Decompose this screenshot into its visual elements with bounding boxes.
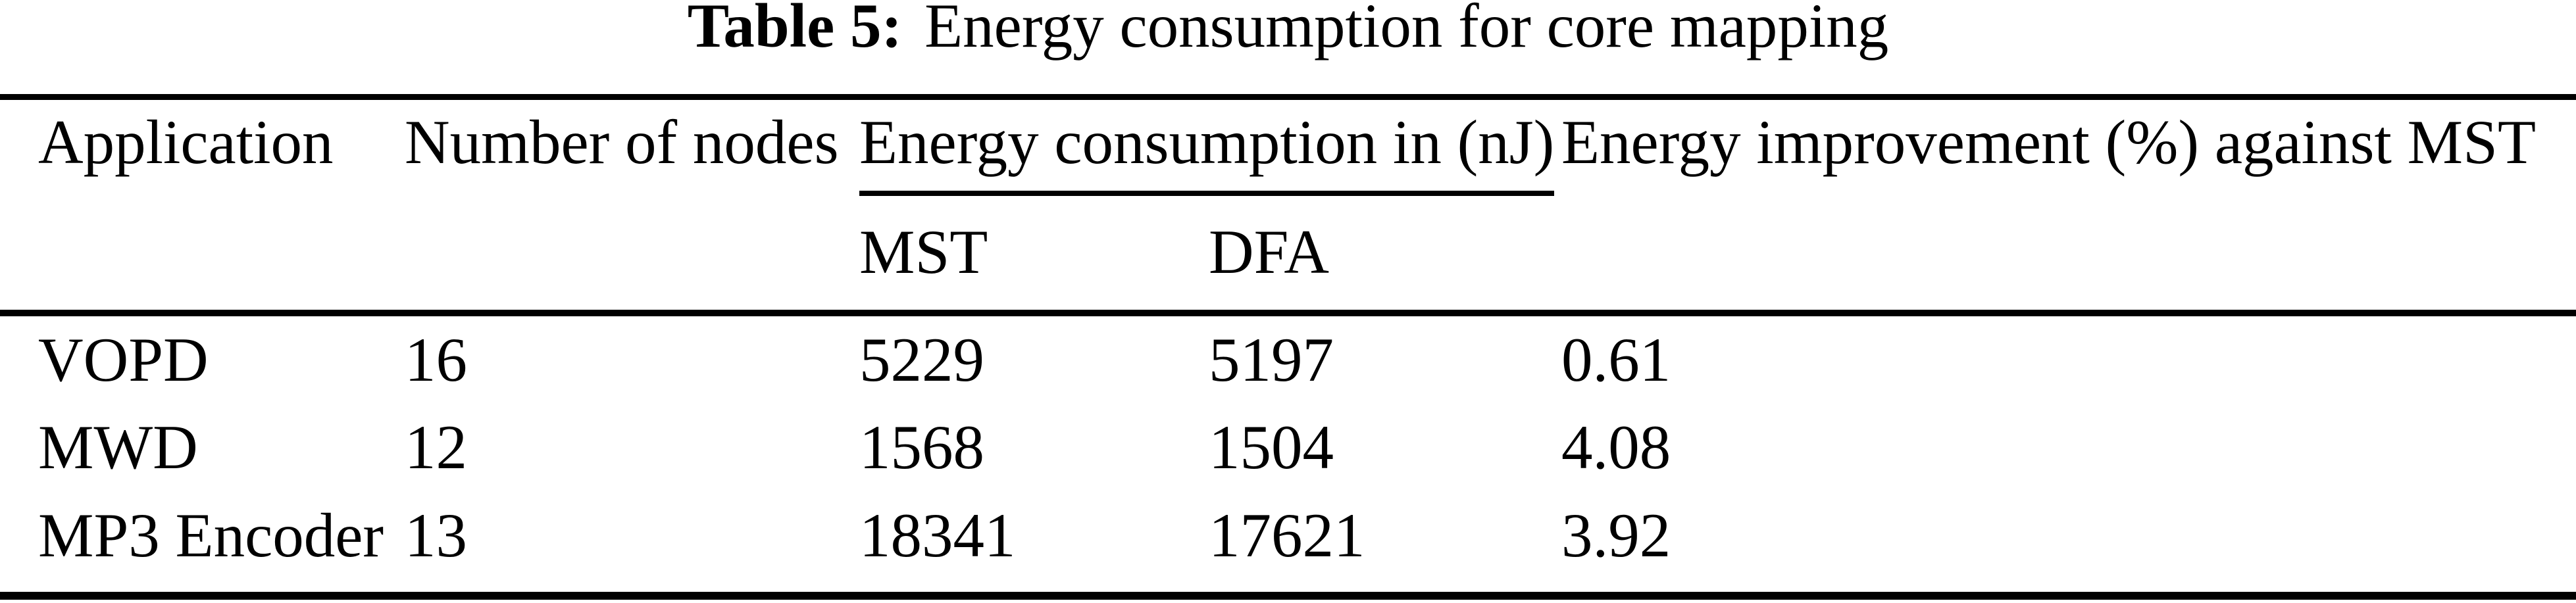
cell-mst-energy: 5229: [859, 325, 984, 395]
energy-consumption-group-label: Energy consumption in (nJ): [859, 111, 1555, 196]
cell-dfa-energy: 1504: [1209, 412, 1334, 482]
column-header-energy-improvement: Energy improvement (%) against MST: [1561, 107, 2536, 177]
cell-improvement: 0.61: [1561, 325, 1671, 395]
cell-application: MWD: [38, 412, 198, 482]
subcolumn-header-mst: MST: [859, 217, 988, 287]
table-bottom-rule: [0, 592, 2576, 600]
column-header-energy-consumption-group: Energy consumption in (nJ): [859, 111, 1555, 196]
table-top-rule: [0, 94, 2576, 100]
cell-nodes: 16: [405, 325, 467, 395]
cell-improvement: 4.08: [1561, 412, 1671, 482]
cell-application: VOPD: [38, 325, 209, 395]
table-caption: Table 5: Energy consumption for core mapp…: [0, 0, 2576, 57]
cell-nodes: 13: [405, 500, 467, 570]
cell-improvement: 3.92: [1561, 500, 1671, 570]
cell-dfa-energy: 5197: [1209, 325, 1334, 395]
table-header-rule: [0, 310, 2576, 316]
column-header-number-of-nodes: Number of nodes: [405, 107, 839, 177]
column-header-application: Application: [38, 107, 334, 177]
subcolumn-header-dfa: DFA: [1209, 217, 1329, 287]
table-caption-number: Table 5:: [687, 0, 903, 60]
cell-dfa-energy: 17621: [1209, 500, 1365, 570]
table-caption-text: Energy consumption for core mapping: [924, 0, 1889, 60]
cell-mst-energy: 18341: [859, 500, 1016, 570]
cell-nodes: 12: [405, 412, 467, 482]
cell-application: MP3 Encoder: [38, 500, 384, 570]
cell-mst-energy: 1568: [859, 412, 984, 482]
